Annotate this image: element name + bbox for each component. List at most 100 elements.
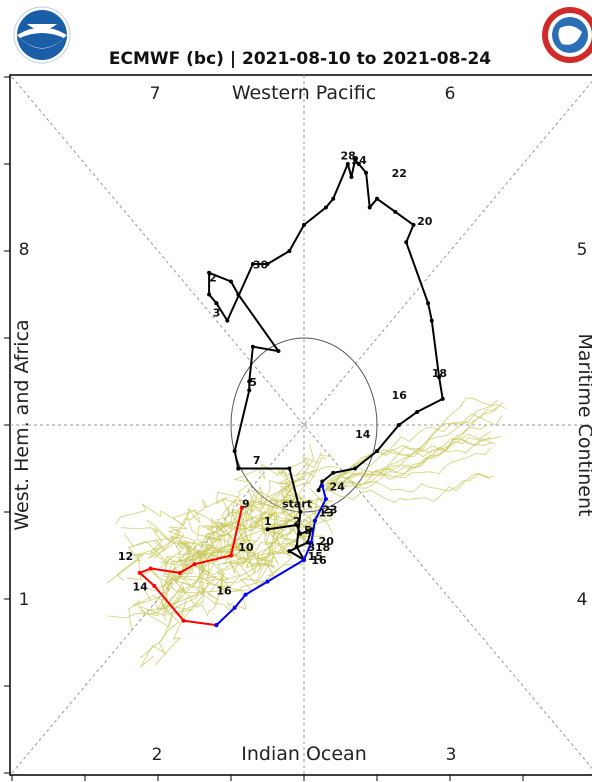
- phase-label-3: 3: [446, 745, 457, 765]
- phase-label-8: 8: [19, 240, 30, 260]
- ensemble-member-line: [146, 469, 315, 562]
- series-point-0: [345, 162, 350, 166]
- point-label: 20: [417, 215, 433, 228]
- series-point-0: [323, 205, 328, 210]
- series-point-2: [243, 592, 248, 597]
- series-point-0: [367, 205, 372, 210]
- grid-diagonal-2: [11, 80, 592, 774]
- point-label: 23: [322, 504, 337, 517]
- series-point-0: [437, 375, 442, 380]
- series-point-0: [316, 488, 321, 493]
- point-label: 5: [249, 376, 257, 389]
- series-point-2: [302, 557, 306, 562]
- point-label: 30: [253, 258, 269, 271]
- chart-title: ECMWF (bc) | 2021-08-10 to 2021-08-24: [109, 49, 491, 69]
- ensemble-member-line: [325, 404, 507, 486]
- series-point-0: [250, 262, 255, 267]
- series-point-0: [298, 510, 303, 514]
- series-point-0: [229, 279, 233, 284]
- phase-label-5: 5: [577, 240, 588, 260]
- point-label: 22: [392, 167, 407, 180]
- point-label: 14: [355, 428, 371, 441]
- series-point-0: [411, 222, 416, 227]
- amplitude-circle: [230, 337, 378, 513]
- series-point-0: [294, 523, 299, 528]
- series-point-1: [192, 562, 197, 567]
- point-label: 18: [432, 367, 447, 380]
- series-point-0: [396, 423, 401, 427]
- series-point-1: [181, 618, 186, 623]
- series-point-0: [415, 409, 420, 414]
- phase-label-1: 1: [19, 590, 30, 610]
- ensemble-member-line: [142, 497, 334, 614]
- point-label: 10: [238, 541, 254, 554]
- point-label: start: [282, 498, 312, 511]
- series-point-0: [225, 318, 230, 323]
- point-label: 9: [242, 498, 250, 511]
- plot-area: [4, 74, 592, 781]
- point-label: 7: [253, 454, 261, 467]
- series-point-2: [265, 579, 270, 584]
- series-point-1: [152, 583, 157, 588]
- region-label-left: West. Hem. and Africa: [11, 319, 33, 530]
- series-point-2: [320, 483, 325, 488]
- series-point-0: [320, 479, 325, 484]
- phase-label-7: 7: [150, 84, 161, 104]
- noaa-logo: [13, 6, 71, 64]
- series-point-0: [276, 349, 281, 354]
- ensemble-member-line: [160, 491, 307, 569]
- point-label: 3: [308, 541, 316, 554]
- series-point-0: [214, 301, 219, 306]
- series-point-1: [229, 553, 233, 558]
- phase-label-4: 4: [577, 590, 588, 610]
- ensemble-member-line: [324, 397, 499, 485]
- series-point-0: [287, 549, 292, 554]
- phase-label-6: 6: [445, 84, 456, 104]
- point-label: 24: [330, 480, 346, 493]
- series-point-0: [265, 262, 270, 267]
- ensemble-member-line: [126, 516, 311, 586]
- series-point-2: [309, 540, 314, 545]
- region-label-right: Maritime Continent: [574, 334, 592, 517]
- series-point-2: [312, 518, 317, 523]
- ensemble-member-line: [324, 431, 492, 492]
- ensemble-member-line: [139, 542, 293, 658]
- series-point-0: [250, 344, 255, 349]
- ensemble-member-line: [141, 452, 333, 592]
- point-label: 14: [132, 580, 148, 593]
- series-point-0: [207, 270, 212, 275]
- series-point-0: [287, 466, 292, 471]
- ensemble-member-line: [170, 443, 315, 609]
- phase-label-2: 2: [152, 745, 163, 765]
- ensemble-member-line: [326, 442, 493, 492]
- series-point-1: [137, 570, 142, 575]
- series-point-0: [353, 466, 358, 471]
- point-label: 13: [319, 506, 334, 519]
- series-point-1: [148, 566, 153, 571]
- series-point-0: [404, 240, 409, 245]
- series-point-2: [214, 623, 219, 628]
- ensemble-member-line: [326, 415, 503, 486]
- series-point-0: [364, 170, 369, 175]
- series-point-2: [323, 496, 328, 501]
- series-point-0: [247, 379, 252, 384]
- series-point-0: [356, 162, 361, 166]
- point-label: 5: [304, 524, 312, 537]
- ensemble-member-line: [128, 497, 333, 633]
- point-label: 1: [264, 515, 272, 528]
- ensemble-member-line: [139, 507, 303, 668]
- point-label: 18: [315, 541, 330, 554]
- grid-diagonal-1: [11, 76, 592, 770]
- point-label: 28: [341, 150, 356, 163]
- point-label: 2: [209, 271, 217, 284]
- series-point-0: [247, 388, 252, 393]
- point-label: 12: [118, 550, 133, 563]
- series-point-0: [331, 470, 336, 475]
- series-point-0: [375, 449, 379, 454]
- series-point-0: [375, 196, 379, 201]
- point-label: 16: [311, 554, 327, 567]
- series-point-2: [232, 605, 237, 610]
- ensemble-member-line: [325, 472, 495, 493]
- series-point-0: [287, 249, 292, 253]
- series-point-0: [440, 396, 445, 401]
